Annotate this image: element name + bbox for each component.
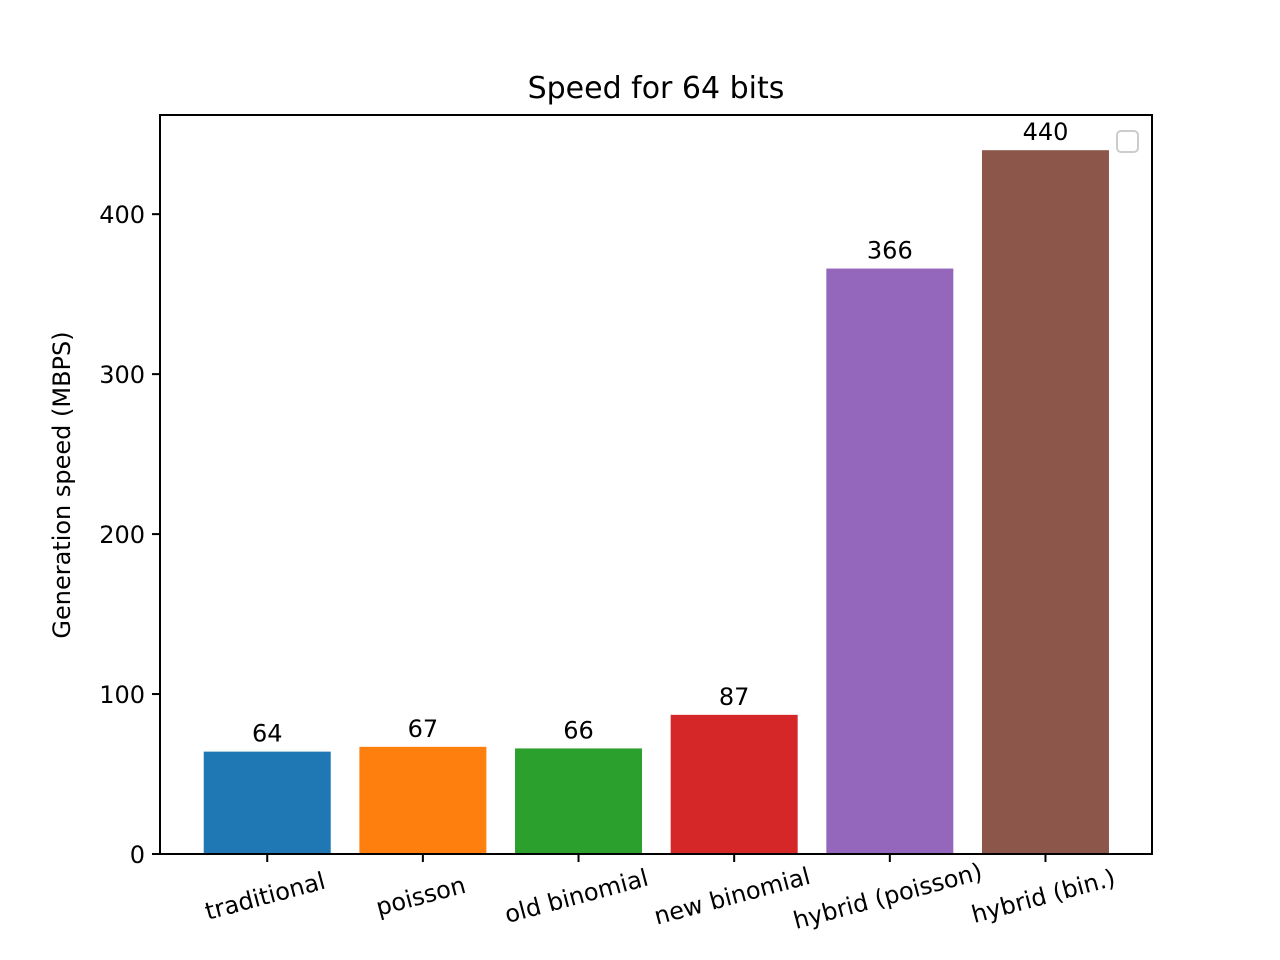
bar-new-binomial (670, 714, 798, 854)
bar-hybrid-bin (981, 150, 1109, 854)
bar-traditional (203, 751, 331, 854)
chart-title: Speed for 64 bits (528, 71, 785, 106)
y-axis-label: Generation speed (MBPS) (48, 331, 76, 638)
bar-poisson (359, 746, 487, 854)
bar-value-label: 66 (563, 716, 594, 744)
bar-value-label: 440 (1023, 118, 1069, 146)
bar-hybrid-poisson (826, 268, 954, 854)
y-tick-label: 100 (99, 681, 145, 709)
y-tick-label: 400 (99, 201, 145, 229)
y-tick-label: 200 (99, 521, 145, 549)
bar-value-label: 87 (719, 683, 750, 711)
bar-value-labels: 64 67 66 87 366 440 (252, 118, 1068, 747)
plot-frame (159, 114, 1153, 855)
bar-value-label: 67 (408, 715, 439, 743)
bar-old-binomial (515, 748, 643, 854)
bar-value-label: 64 (252, 720, 283, 748)
legend-box[interactable] (1116, 130, 1139, 153)
bar-value-label: 366 (867, 237, 913, 265)
y-tick-label: 300 (99, 361, 145, 389)
y-axis-ticks: 0 100 200 300 400 (99, 201, 160, 869)
y-tick-label: 0 (130, 841, 145, 869)
bars-group (203, 150, 1109, 854)
